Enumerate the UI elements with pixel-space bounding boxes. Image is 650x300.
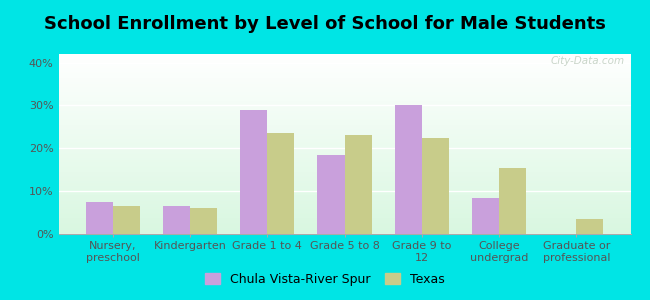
Bar bbox=[395, 105, 422, 234]
Legend: Chula Vista-River Spur, Texas: Chula Vista-River Spur, Texas bbox=[200, 268, 450, 291]
Bar bbox=[190, 208, 217, 234]
Bar bbox=[112, 206, 140, 234]
Text: School Enrollment by Level of School for Male Students: School Enrollment by Level of School for… bbox=[44, 15, 606, 33]
Bar bbox=[499, 168, 526, 234]
Bar bbox=[163, 206, 190, 234]
Bar bbox=[472, 198, 499, 234]
Bar bbox=[317, 155, 344, 234]
Text: City-Data.com: City-Data.com bbox=[551, 56, 625, 66]
Bar bbox=[422, 138, 449, 234]
Bar bbox=[267, 133, 294, 234]
Bar bbox=[344, 135, 372, 234]
Bar bbox=[86, 202, 112, 234]
Bar bbox=[240, 110, 267, 234]
Bar bbox=[577, 219, 603, 234]
